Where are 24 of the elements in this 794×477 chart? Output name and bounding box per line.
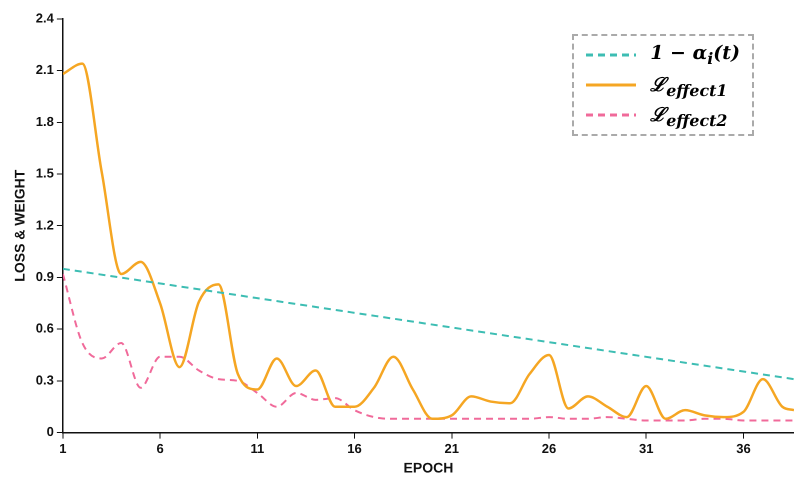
line-series [62,62,794,420]
legend-label: 1 − α$_{i}$(t) [650,42,740,68]
x-tick-label: 16 [347,440,362,456]
y-tick-label: 1.8 [36,114,54,129]
y-tick-label: 0.9 [36,269,54,284]
legend-label: ℒ$_{effect1}$ [650,72,728,100]
y-tick-label: 1.2 [36,217,54,232]
line-series [62,272,794,422]
x-tick-label: 31 [638,440,654,456]
x-tick-label: 26 [542,440,556,456]
legend-label: ℒ$_{effect2}$ [650,102,728,130]
x-tick-label: 11 [250,440,264,456]
y-tick-label: 2.4 [36,10,55,26]
y-tick-label: 0 [46,424,54,440]
x-tick-label: 1 [59,440,66,456]
y-tick-label: 2.1 [36,62,54,78]
y-tick-label: 0.3 [36,372,54,388]
x-tick-label: 6 [156,440,164,456]
x-axis-title: EPOCH [404,459,454,476]
y-tick-label: 1.5 [36,166,54,181]
x-tick-label: 21 [444,440,460,456]
y-tick-label: 0.6 [36,320,54,336]
y-axis-title: LOSS & WEIGHT [11,169,28,282]
x-tick-label: 36 [736,440,751,456]
